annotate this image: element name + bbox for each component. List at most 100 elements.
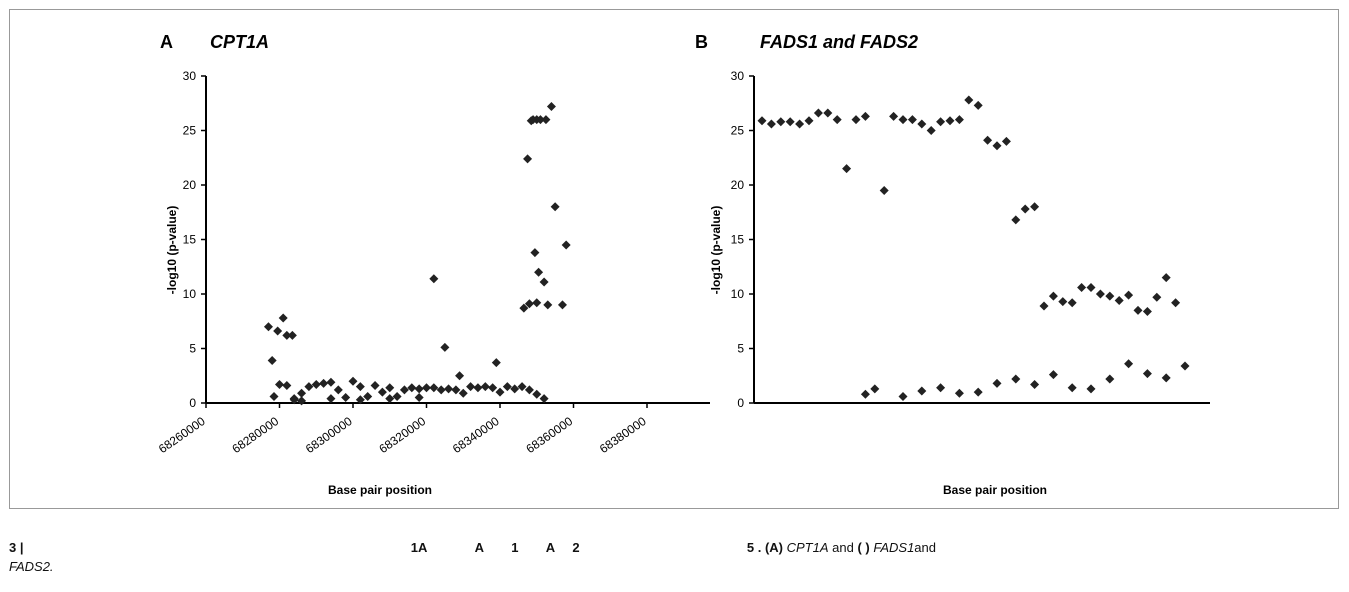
- b-data-point: [1030, 379, 1040, 389]
- caption-fragment-6: 5: [746, 540, 755, 555]
- a-data-point: [422, 383, 431, 393]
- b-data-point: [1133, 305, 1143, 315]
- b-data-point: [983, 135, 993, 145]
- panel-b-gene-tail: and FADS2: [818, 32, 918, 52]
- b-data-point: [945, 116, 955, 126]
- a-ytick-label: 25: [183, 124, 197, 138]
- a-data-point: [304, 382, 314, 392]
- caption-fragment-2: A: [474, 540, 484, 555]
- a-xtick-label: 68280000: [229, 414, 281, 456]
- b-data-point: [832, 115, 842, 125]
- caption-and-2: and: [914, 540, 936, 555]
- a-data-point: [289, 395, 299, 405]
- b-data-point: [1048, 291, 1058, 301]
- b-data-point: [776, 117, 786, 127]
- panel-a-letter: A: [160, 32, 173, 52]
- a-data-point: [436, 385, 446, 395]
- b-data-point: [823, 108, 833, 118]
- caption-gene-b2: FADS2.: [9, 559, 54, 574]
- b-data-point: [1039, 301, 1049, 311]
- b-data-point: [1105, 291, 1115, 301]
- a-data-point: [370, 381, 380, 391]
- a-data-point: [530, 248, 540, 258]
- a-data-point: [399, 385, 409, 395]
- a-data-point: [440, 342, 450, 352]
- panel-b: B FADS1 and FADS2 -log10 (p-value) Base …: [695, 32, 1210, 497]
- a-data-point: [355, 382, 365, 392]
- b-data-point: [1067, 298, 1077, 308]
- b-data-point: [785, 117, 795, 127]
- panel-a-xlabel: Base pair position: [328, 483, 432, 497]
- b-data-point: [1142, 369, 1152, 379]
- b-data-point: [1020, 204, 1030, 214]
- caption-fragment-4: A: [545, 540, 556, 555]
- a-data-point: [355, 395, 365, 405]
- a-data-point: [517, 382, 527, 392]
- a-xtick-label: 68380000: [597, 414, 649, 456]
- a-ytick-label: 10: [183, 287, 197, 301]
- b-data-point: [917, 386, 927, 396]
- plot-a: 0 5 10 15 20 25 30 68260000 68280000 68300000 6832…: [156, 69, 710, 456]
- a-data-point: [557, 300, 567, 310]
- caption-fragment-1: 1A: [410, 540, 428, 555]
- b-data-point: [1077, 282, 1087, 292]
- a-data-point: [455, 371, 465, 381]
- b-data-point: [1001, 136, 1011, 146]
- a-data-point: [543, 300, 553, 310]
- b-data-point: [973, 100, 983, 110]
- a-xtick-label: 68320000: [376, 414, 428, 456]
- b-data-point: [870, 384, 880, 394]
- b-data-point: [1105, 374, 1115, 384]
- a-data-point: [377, 387, 387, 397]
- a-ytick-label: 20: [183, 178, 197, 192]
- a-data-point: [287, 330, 297, 340]
- b-data-point: [1180, 361, 1190, 371]
- panel-a-gene-title: CPT1A: [210, 32, 269, 52]
- a-data-point: [319, 378, 329, 388]
- b-data-point: [926, 126, 936, 135]
- b-data-point: [954, 388, 964, 398]
- a-ytick-label: 5: [189, 342, 196, 356]
- a-data-point: [282, 330, 292, 340]
- a-data-point: [523, 154, 533, 164]
- b-data-point: [860, 389, 870, 399]
- b-data-point: [1152, 292, 1162, 302]
- b-data-point: [1124, 290, 1134, 300]
- b-data-point: [813, 108, 823, 118]
- b-data-point: [992, 378, 1002, 388]
- a-data-point: [491, 358, 501, 368]
- a-data-point: [333, 385, 343, 395]
- figure-plots: A CPT1A -log10 (p-value) Base pair posit…: [156, 32, 1210, 497]
- b-data-point: [1161, 373, 1171, 383]
- a-xtick-label: 68300000: [303, 414, 355, 456]
- b-data-point: [1142, 306, 1152, 316]
- a-data-point: [539, 277, 549, 287]
- b-data-point: [842, 164, 852, 174]
- b-ytick-label: 0: [737, 396, 744, 410]
- a-data-point: [385, 383, 395, 393]
- panel-b-letter: B: [695, 32, 708, 52]
- a-data-point: [273, 326, 283, 336]
- figure-frame: A CPT1A -log10 (p-value) Base pair posit…: [9, 9, 1339, 509]
- a-data-point: [534, 267, 544, 277]
- a-data-point: [524, 385, 534, 395]
- caption-fragment-5: 2: [572, 540, 580, 555]
- a-ytick-label: 30: [183, 69, 197, 83]
- a-data-point: [458, 388, 468, 398]
- a-data-point: [532, 298, 542, 308]
- b-data-point: [860, 111, 870, 121]
- panel-a-ylabel: -log10 (p-value): [165, 206, 179, 295]
- caption-figure-label: 3 |: [9, 540, 24, 555]
- caption-fragment-7: . (A): [757, 540, 783, 555]
- a-data-point: [495, 387, 505, 397]
- a-data-point: [539, 394, 549, 404]
- a-ytick-label: 15: [183, 233, 197, 247]
- b-data-point: [795, 119, 805, 129]
- a-data-point: [263, 322, 273, 332]
- b-data-point: [954, 115, 964, 125]
- a-data-point: [546, 102, 556, 112]
- a-data-point: [488, 383, 498, 393]
- b-data-point: [766, 119, 776, 129]
- caption-gene-a: CPT1A: [786, 540, 829, 555]
- b-data-point: [898, 391, 908, 401]
